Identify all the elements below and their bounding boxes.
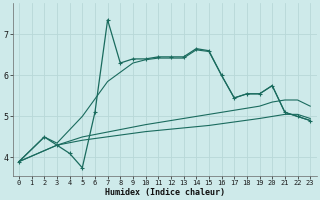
- X-axis label: Humidex (Indice chaleur): Humidex (Indice chaleur): [105, 188, 225, 197]
